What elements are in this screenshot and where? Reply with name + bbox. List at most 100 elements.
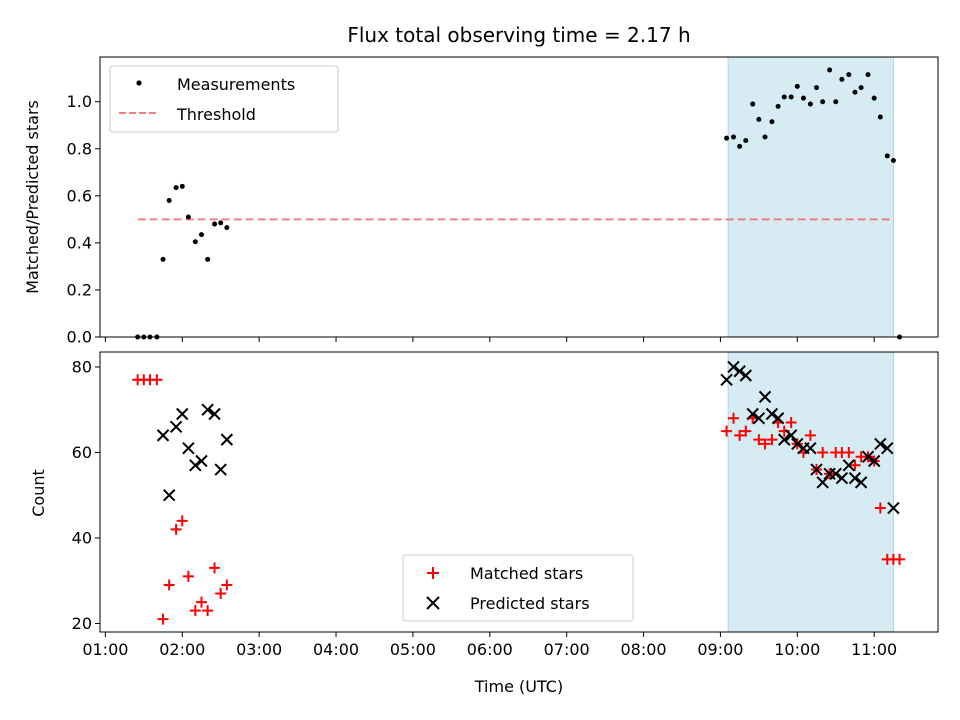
- matched-star-point: [804, 429, 816, 441]
- measurements-legend-marker: [136, 80, 142, 86]
- matched-star-point: [759, 438, 771, 450]
- predicted-star-point: [771, 412, 785, 425]
- x-axis-label: Time (UTC): [474, 677, 563, 696]
- predicted-star-point: [189, 459, 202, 472]
- y-tick-label: 0.2: [67, 280, 92, 299]
- y-tick-label: 80: [72, 357, 92, 376]
- measurement-point: [846, 72, 852, 78]
- count-legend: Matched stars Predicted stars: [402, 554, 634, 622]
- x-tick-label: 03:00: [236, 640, 282, 659]
- matched-star-point: [727, 412, 739, 424]
- predicted-star-point: [867, 454, 881, 468]
- count-panel: 20 40 60 80 01:00 02:00 03:00 04:00 05:00 06:00 0…: [29, 351, 939, 696]
- measurement-point: [814, 85, 820, 91]
- predicted-star-point: [195, 454, 208, 468]
- measurement-point: [743, 138, 749, 144]
- matched-star-point: [182, 570, 194, 582]
- measurement-point: [865, 72, 871, 78]
- matched-star-point: [176, 515, 188, 527]
- count-plot-frame: [99, 351, 939, 633]
- matched-star-point: [170, 523, 182, 535]
- ratio-y-axis-label: Matched/Predicted stars: [23, 100, 42, 294]
- matched-stars-legend-label: Matched stars: [470, 564, 583, 583]
- x-tick-label: 11:00: [851, 640, 897, 659]
- measurement-point: [827, 67, 833, 73]
- ratio-observing-window: [727, 56, 894, 338]
- matched-star-point: [849, 459, 861, 471]
- matched-star-point: [894, 553, 906, 565]
- x-tick-label: 07:00: [544, 640, 590, 659]
- predicted-star-point: [727, 360, 740, 374]
- matched-star-point: [189, 605, 201, 617]
- measurement-point: [833, 99, 839, 105]
- y-tick-label: 0.6: [67, 186, 92, 205]
- predicted-star-point: [829, 467, 842, 481]
- measurement-point: [807, 101, 813, 107]
- predicted-star-point: [887, 501, 900, 515]
- x-tick-label: 01:00: [82, 640, 128, 659]
- y-tick-label: 0.8: [67, 139, 92, 158]
- predicted-star-point: [214, 463, 227, 476]
- x-tick-label: 06:00: [467, 640, 513, 659]
- matched-star-point: [766, 434, 778, 446]
- predicted-star-point: [784, 429, 798, 442]
- measurement-point: [730, 134, 736, 140]
- matched-star-point: [151, 374, 163, 386]
- predicted-star-point: [746, 407, 759, 421]
- measurement-point: [820, 99, 826, 105]
- x-tick-label: 09:00: [697, 640, 743, 659]
- measurement-point: [179, 183, 185, 189]
- measurement-point: [800, 95, 806, 101]
- measurement-point: [884, 153, 890, 159]
- x-tick-label: 08:00: [620, 640, 666, 659]
- matched-stars-legend-marker: [427, 567, 439, 579]
- y-tick-label: 40: [72, 528, 92, 547]
- predicted-star-point: [765, 407, 779, 421]
- x-tick-label: 04:00: [313, 640, 359, 659]
- predicted-stars-legend-marker: [426, 596, 440, 610]
- predicted-star-point: [739, 369, 753, 382]
- predicted-star-point: [162, 488, 176, 502]
- y-tick-label: 1.0: [67, 92, 92, 111]
- predicted-star-point: [778, 433, 791, 446]
- y-tick-label: 0.4: [67, 233, 92, 252]
- measurement-point: [788, 94, 794, 100]
- predicted-stars-legend-label: Predicted stars: [470, 594, 590, 613]
- measurement-point: [198, 232, 204, 238]
- y-tick-label: 20: [72, 614, 92, 633]
- measurement-point: [205, 256, 211, 262]
- ratio-legend-box: [109, 65, 339, 133]
- matched-star-point: [843, 446, 855, 458]
- matched-star-point: [721, 425, 733, 437]
- threshold-legend-label: Threshold: [176, 105, 256, 124]
- ratio-plot-frame: [99, 56, 939, 338]
- measurement-point: [212, 221, 218, 227]
- measurement-point: [218, 220, 224, 226]
- measurement-point: [852, 89, 858, 95]
- predicted-star-point: [810, 463, 823, 476]
- measurement-point: [794, 83, 800, 89]
- y-tick-label: 0.0: [67, 328, 92, 347]
- measurement-point: [762, 134, 768, 140]
- measurement-point: [173, 185, 179, 191]
- measurement-point: [756, 116, 762, 122]
- measurement-point: [769, 119, 775, 125]
- matched-star-point: [753, 434, 765, 446]
- count-legend-box: [402, 554, 634, 622]
- chart-title: Flux total observing time = 2.17 h: [347, 23, 690, 47]
- predicted-star-point: [842, 459, 856, 472]
- predicted-star-point: [861, 450, 875, 463]
- matched-star-point: [195, 596, 207, 608]
- predicted-star-point: [835, 471, 849, 485]
- matched-star-point: [215, 588, 227, 600]
- x-tick-label: 10:00: [774, 640, 820, 659]
- x-tick-label: 05:00: [390, 640, 436, 659]
- ratio-legend: Measurements Threshold: [109, 65, 339, 133]
- measurement-point: [877, 114, 883, 120]
- predicted-star-point: [220, 433, 234, 446]
- predicted-star-point: [720, 373, 733, 386]
- predicted-star-point: [208, 407, 221, 421]
- count-observing-window: [727, 351, 894, 633]
- measurement-point: [839, 76, 845, 82]
